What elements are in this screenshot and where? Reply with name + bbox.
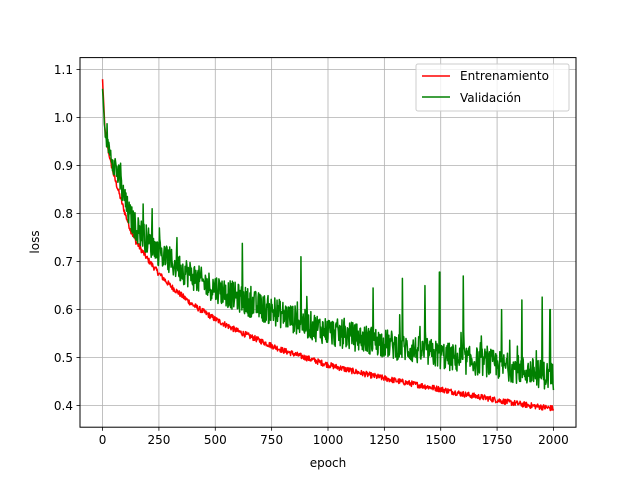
x-axis-label: epoch [310,456,347,470]
y-tick-label: 0.7 [54,255,73,269]
y-tick-label: 0.6 [54,303,73,317]
y-tick-label: 0.4 [54,399,73,413]
y-tick-label: 0.5 [54,351,73,365]
y-tick-label: 0.8 [54,207,73,221]
series-line-entrenamiento [101,79,555,412]
x-tick-label: 1000 [313,433,344,447]
y-tick-label: 1.1 [54,63,73,77]
legend-label-validacion: Validación [460,91,521,105]
x-tick-label: 1250 [369,433,400,447]
x-tick-label: 1750 [482,433,513,447]
x-axis-ticks: 0 250 500 750 1000 1250 1500 1750 2000 [99,427,569,447]
x-tick-label: 1500 [425,433,456,447]
series-line-validacion [101,88,555,391]
x-tick-label: 0 [99,433,107,447]
y-axis-ticks: 0.4 0.5 0.6 0.7 0.8 0.9 1.0 1.1 [54,63,80,413]
x-tick-label: 250 [147,433,170,447]
series-group [101,79,555,412]
x-tick-label: 2000 [538,433,569,447]
legend-label-entrenamiento: Entrenamiento [460,69,549,83]
legend-box [415,63,570,112]
x-tick-label: 750 [260,433,283,447]
y-tick-label: 0.9 [54,159,73,173]
legend: Entrenamiento Validación [415,63,570,112]
x-tick-label: 500 [204,433,227,447]
y-axis-label: loss [28,230,42,253]
y-tick-label: 1.0 [54,111,73,125]
